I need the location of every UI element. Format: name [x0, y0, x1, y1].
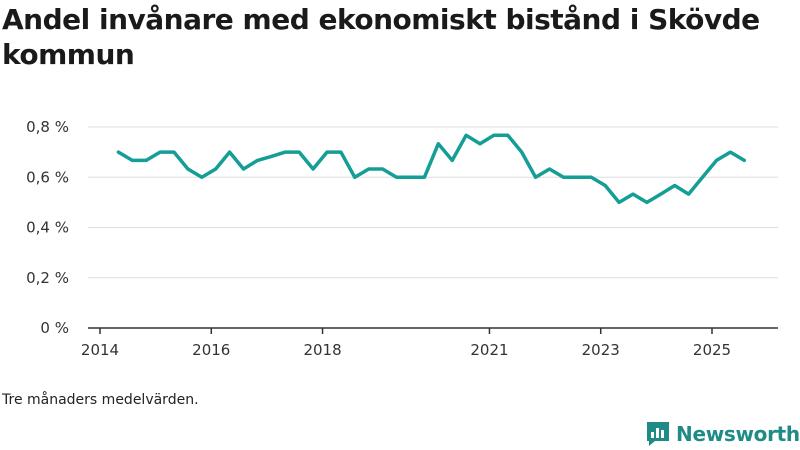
x-tick-label: 2023 — [582, 341, 620, 359]
line-chart: 0 % 0,2 % 0,4 % 0,6 % 0,8 % 2014 2016 2018 2021… — [26, 118, 778, 359]
x-axis: 2014 2016 2018 2021 2023 2025 — [81, 327, 778, 359]
x-tick-label: 2021 — [470, 341, 508, 359]
newsworthy-logo-icon — [647, 422, 669, 446]
grid-lines — [88, 126, 778, 279]
x-tick-label: 2018 — [303, 341, 341, 359]
y-axis: 0 % 0,2 % 0,4 % 0,6 % 0,8 % — [26, 118, 69, 337]
series-layer — [116, 133, 747, 205]
y-tick-label: 0,6 % — [26, 168, 69, 186]
brand-logo[interactable]: Newsworthy — [645, 420, 800, 448]
y-tick-label: 0,2 % — [26, 269, 69, 287]
y-tick-label: 0,4 % — [26, 219, 69, 237]
y-tick-label: 0,8 % — [26, 118, 69, 136]
x-tick-label: 2016 — [192, 341, 230, 359]
chart-title: Andel invånare med ekonomiskt bistånd i … — [2, 3, 760, 71]
chart-footnote: Tre månaders medelvärden. — [2, 392, 199, 408]
y-tick-label: 0 % — [40, 319, 69, 337]
brand-name: Newsworthy — [676, 422, 800, 446]
series-line — [116, 133, 747, 205]
x-tick-label: 2025 — [693, 341, 731, 359]
x-tick-label: 2014 — [81, 341, 119, 359]
